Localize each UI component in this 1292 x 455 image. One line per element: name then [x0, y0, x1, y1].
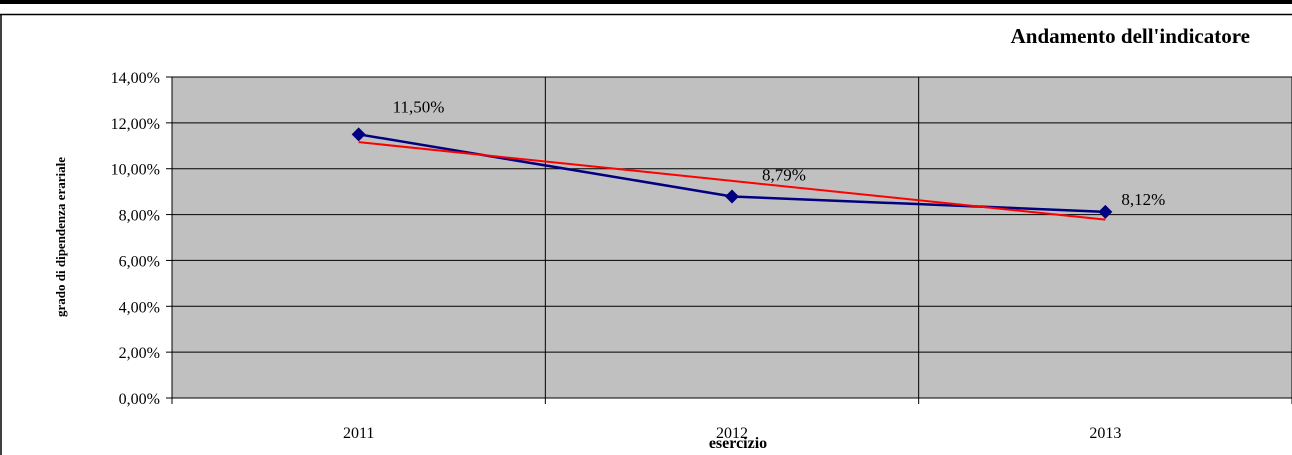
trendline [358, 141, 1106, 221]
y-tick-label: 14,00% [111, 70, 160, 87]
y-tick-label: 12,00% [111, 116, 160, 133]
x-tick-label: 2011 [343, 425, 374, 442]
x-axis-label: esercizio [709, 435, 767, 452]
plot-background [171, 76, 1292, 399]
plot-area: 0,00% 2,00% 4,00% 6,00% 8,00% 10,00% 12,00% 14,… [111, 70, 1292, 442]
x-tick-label: 2013 [1089, 425, 1121, 442]
y-tick-label: 4,00% [119, 299, 160, 316]
data-label: 8,79% [762, 165, 806, 184]
data-label: 11,50% [393, 97, 445, 116]
chart-title: Andamento dell'indicatore [1011, 24, 1250, 48]
top-border [0, 0, 1292, 4]
data-point-marker[interactable] [725, 189, 739, 204]
y-tick-label: 2,00% [119, 345, 160, 362]
data-label: 8,12% [1121, 190, 1165, 209]
x-tick-label: 2012 [716, 425, 748, 442]
y-tick-label: 0,00% [119, 391, 160, 408]
data-point-marker[interactable] [351, 127, 366, 142]
data-point-marker[interactable] [1098, 204, 1113, 219]
y-tick-label: 8,00% [119, 208, 160, 225]
y-axis-label: grado di dipendenza erariale [53, 157, 68, 317]
y-tick-label: 10,00% [111, 162, 160, 179]
y-tick-label: 6,00% [119, 253, 160, 270]
